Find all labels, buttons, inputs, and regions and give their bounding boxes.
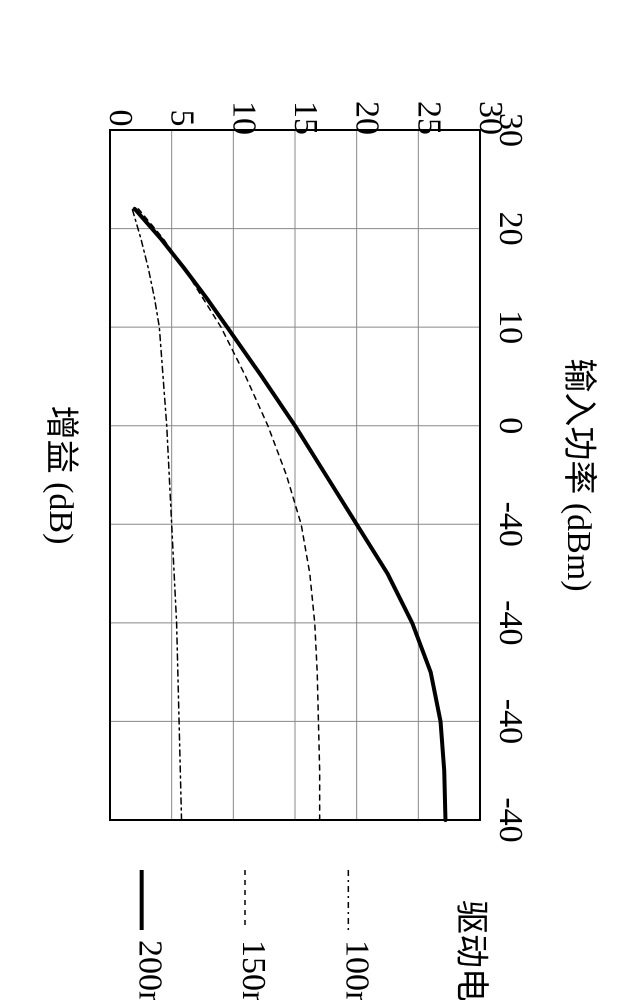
x-tick-label: -40 [492,797,529,842]
x-tick-label: 30 [492,113,529,147]
legend-label: 100mA [338,940,375,1000]
x-tick-label: -40 [492,600,529,645]
legend-label: 200mA [132,940,169,1000]
series-100mA [132,209,181,820]
line-chart: 051015202530-40-40-40-400102030增益 (dB)输入… [0,0,617,1000]
series-200mA [135,209,446,820]
y-tick-label: 0 [102,110,139,127]
legend-title: 驱动电流 [452,900,490,1000]
y-tick-label: 5 [164,110,201,127]
x-tick-label: 10 [492,310,529,344]
x-tick-label: -40 [492,699,529,744]
x-axis-label: 输入功率 (dBm) [560,358,598,591]
series-150mA [138,209,319,820]
y-axis-label: 增益 (dB) [42,406,80,545]
x-tick-label: -40 [492,502,529,547]
x-tick-label: 0 [492,417,529,434]
legend-label: 150mA [235,940,272,1000]
x-tick-label: 20 [492,212,529,246]
chart-container: { "chart": { "type": "line", "width_px":… [0,0,617,1000]
